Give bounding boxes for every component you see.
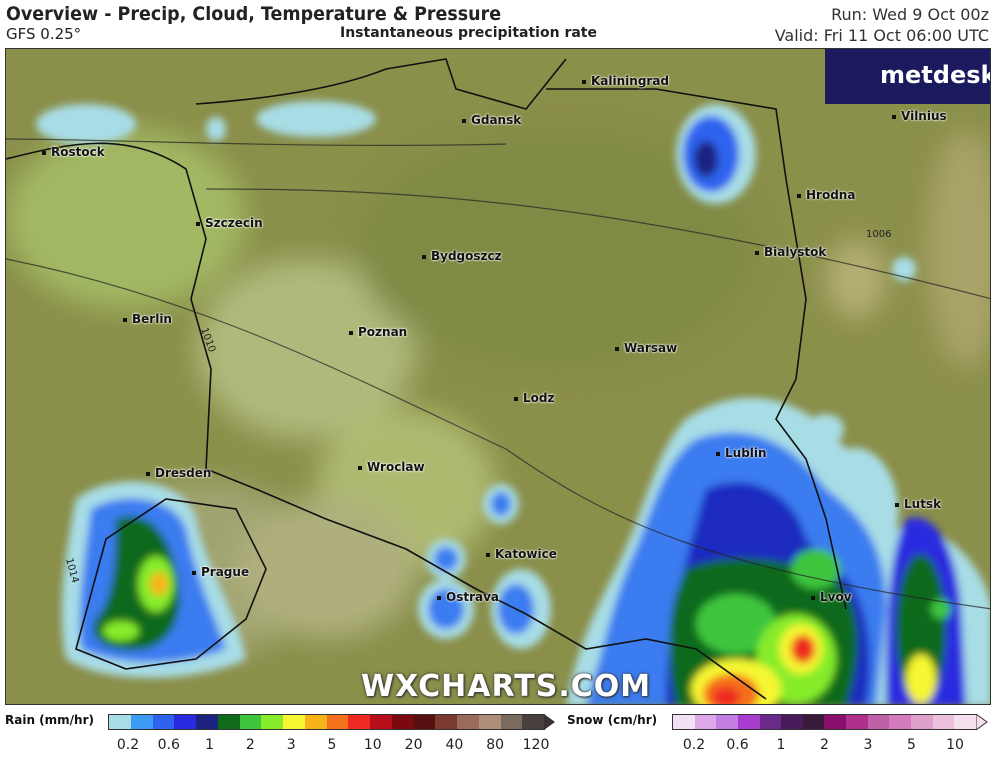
metdesk-logo: metdesk	[825, 49, 990, 104]
map-background: 1006 1010 1014	[6, 49, 990, 704]
city-label: Poznan	[349, 325, 407, 339]
snow-tick-label: 2	[820, 737, 829, 753]
city-label: Gdansk	[462, 113, 521, 127]
rain-tick-label: 120	[522, 737, 550, 753]
rain-color-swatch	[435, 715, 457, 729]
city-label: Berlin	[123, 312, 172, 326]
snow-color-swatch	[673, 715, 695, 729]
snow-tick-label: 0.6	[726, 737, 749, 753]
rain-color-swatch	[239, 715, 262, 729]
rain-color-swatch	[261, 715, 283, 729]
snow-bar-arrow	[976, 714, 988, 730]
snow-color-swatch	[716, 715, 738, 729]
snow-color-swatch	[954, 715, 976, 729]
rain-color-bar	[108, 714, 545, 730]
city-label: Kaliningrad	[582, 74, 669, 88]
rain-tick-label: 40	[445, 737, 464, 753]
city-label: Dresden	[146, 466, 211, 480]
rain-color-swatch	[370, 715, 392, 729]
snow-color-swatch	[694, 715, 717, 729]
city-label: Ostrava	[437, 590, 499, 604]
rain-tick-label: 0.2	[116, 737, 140, 753]
rain-color-swatch	[217, 715, 240, 729]
rain-color-swatch	[196, 715, 218, 729]
rain-tick-label: 0.6	[157, 737, 180, 753]
city-label: Hrodna	[797, 188, 855, 202]
chart-title: Overview - Precip, Cloud, Temperature & …	[6, 3, 502, 25]
weather-map[interactable]: 1006 1010 1014 metdesk Kaliningrad Vilni…	[5, 48, 991, 705]
rain-color-swatch	[478, 715, 501, 729]
snow-tick-label: 3	[863, 737, 873, 753]
rain-color-swatch	[500, 715, 523, 729]
rain-legend-label: Rain (mm/hr)	[5, 713, 94, 727]
rain-tick-label: 2	[245, 737, 255, 753]
rain-color-swatch	[413, 715, 436, 729]
valid-time: Valid: Fri 11 Oct 06:00 UTC	[774, 26, 989, 45]
city-label: Rostock	[42, 145, 105, 159]
rain-color-swatch	[152, 715, 175, 729]
city-label: Bialystok	[755, 245, 826, 259]
city-label: Lutsk	[895, 497, 941, 511]
rain-bar-arrow	[544, 714, 555, 730]
snow-tick-label: 1	[776, 737, 786, 753]
snow-color-swatch	[781, 715, 803, 729]
snow-color-bar	[672, 714, 977, 730]
snow-color-swatch	[889, 715, 912, 729]
rain-tick-label: 80	[486, 737, 505, 753]
city-label: Bydgoszcz	[422, 249, 502, 263]
rain-color-swatch	[130, 715, 153, 729]
rain-color-swatch	[391, 715, 414, 729]
model-label: GFS 0.25°	[6, 25, 82, 43]
rain-tick-label: 10	[363, 737, 382, 753]
city-label: Katowice	[486, 547, 557, 561]
snow-color-swatch	[802, 715, 825, 729]
city-label: Wroclaw	[358, 460, 425, 474]
rain-color-swatch	[522, 715, 544, 729]
snow-tick-label: 10	[946, 737, 964, 753]
snow-tick-label: 0.2	[682, 737, 706, 753]
rain-color-swatch	[109, 715, 131, 729]
city-label: Szczecin	[196, 216, 263, 230]
snow-tick-label: 5	[907, 737, 916, 753]
rain-tick-label: 1	[205, 737, 215, 753]
city-label: Lodz	[514, 391, 554, 405]
rain-color-swatch	[283, 715, 305, 729]
city-label: Lvov	[811, 590, 852, 604]
rain-color-swatch	[348, 715, 370, 729]
rain-color-swatch	[304, 715, 327, 729]
snow-color-swatch	[846, 715, 868, 729]
city-label: Warsaw	[615, 341, 677, 355]
snow-color-swatch	[824, 715, 847, 729]
logo-text: metdesk	[880, 61, 991, 89]
rain-color-swatch	[457, 715, 479, 729]
city-label: Lublin	[716, 446, 767, 460]
city-label: Prague	[192, 565, 249, 579]
rain-color-swatch	[326, 715, 349, 729]
rain-tick-label: 5	[327, 737, 337, 753]
snow-color-swatch	[932, 715, 955, 729]
rain-tick-label: 20	[404, 737, 423, 753]
run-time: Run: Wed 9 Oct 00z	[831, 5, 989, 24]
isobar-label: 1006	[866, 229, 891, 240]
rain-tick-label: 3	[286, 737, 296, 753]
snow-color-swatch	[867, 715, 890, 729]
snow-color-swatch	[759, 715, 782, 729]
city-label: Vilnius	[892, 109, 947, 123]
snow-color-swatch	[911, 715, 933, 729]
chart-subtitle: Instantaneous precipitation rate	[340, 25, 597, 41]
snow-legend-label: Snow (cm/hr)	[567, 713, 658, 727]
snow-color-swatch	[737, 715, 760, 729]
rain-color-swatch	[174, 715, 196, 729]
watermark: WXCHARTS.COM	[361, 669, 652, 704]
